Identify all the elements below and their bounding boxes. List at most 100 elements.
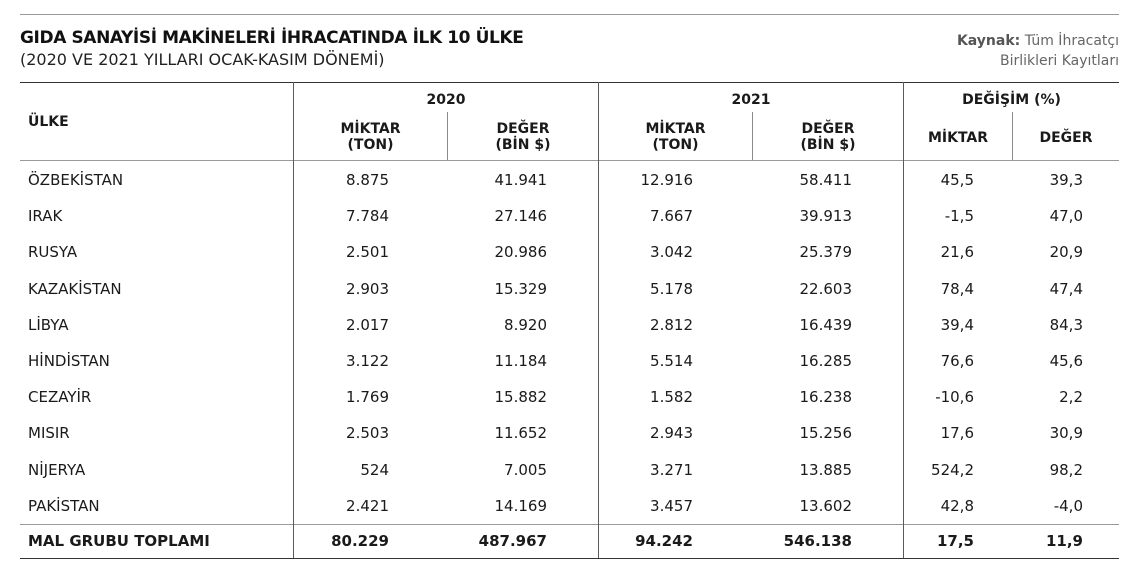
cell-qty-2021: 3.457	[650, 497, 693, 515]
page-title: GIDA SANAYİSİ MAKİNELERİ İHRACATINDA İLK…	[20, 28, 524, 48]
cell-qty-2021: 1.582	[650, 388, 693, 406]
col-sep-country	[293, 82, 294, 558]
cell-value-2020: 11.184	[494, 352, 548, 370]
cell-qty-2020: 3.122	[346, 352, 389, 370]
source-note: Kaynak: Tüm İhracatçı Birlikleri Kayıtla…	[957, 31, 1119, 71]
cell-qty-2020: 2.017	[346, 316, 389, 334]
cell-value-2020: 7.005	[504, 461, 547, 479]
cell-change-qty: -10,6	[935, 388, 974, 406]
header-val-2020-l2: (BİN $)	[495, 137, 551, 153]
cell-change-value: 20,9	[1049, 243, 1083, 261]
cell-change-qty: 45,5	[940, 171, 974, 189]
header-change-val: DEĞER	[1039, 130, 1093, 146]
cell-change-value: 84,3	[1049, 316, 1083, 334]
total-change-qty: 17,5	[936, 532, 974, 550]
cell-value-2020: 15.882	[494, 388, 548, 406]
header-2021: 2021	[731, 92, 771, 108]
cell-qty-2020: 1.769	[346, 388, 389, 406]
header-qty-2020-l2: (TON)	[347, 137, 394, 153]
page-subtitle: (2020 VE 2021 YILLARI OCAK-KASIM DÖNEMİ)	[20, 50, 385, 69]
cell-qty-2020: 524	[360, 461, 389, 479]
cell-value-2021: 58.411	[799, 171, 853, 189]
cell-qty-2020: 2.903	[346, 280, 389, 298]
header-val-2020-l1: DEĞER	[496, 121, 550, 137]
cell-country: NİJERYA	[28, 461, 86, 479]
cell-value-2021: 13.602	[799, 497, 853, 515]
cell-change-qty: 76,6	[940, 352, 974, 370]
cell-qty-2021: 5.178	[650, 280, 693, 298]
header-val-2021-l1: DEĞER	[801, 121, 855, 137]
cell-qty-2020: 2.421	[346, 497, 389, 515]
total-v2020: 487.967	[478, 532, 547, 550]
cell-value-2020: 15.329	[494, 280, 548, 298]
total-top-rule	[20, 524, 1119, 525]
cell-country: RUSYA	[28, 243, 78, 261]
source-line-1: Tüm İhracatçı	[1024, 33, 1119, 49]
header-change-qty: MİKTAR	[927, 130, 989, 146]
cell-qty-2021: 2.943	[650, 424, 693, 442]
cell-change-qty: 39,4	[940, 316, 974, 334]
header-qty-2021: MİKTAR (TON)	[599, 121, 752, 153]
cell-change-value: 45,6	[1049, 352, 1083, 370]
cell-value-2021: 25.379	[799, 243, 853, 261]
cell-change-qty: 78,4	[940, 280, 974, 298]
header-qty-2021-l2: (TON)	[652, 137, 699, 153]
col-sep-change	[1012, 112, 1013, 160]
cell-qty-2021: 2.812	[650, 316, 693, 334]
cell-change-qty: 17,6	[940, 424, 974, 442]
cell-country: MISIR	[28, 424, 70, 442]
cell-country: KAZAKİSTAN	[28, 280, 122, 298]
cell-change-qty: 42,8	[940, 497, 974, 515]
cell-change-value: 30,9	[1049, 424, 1083, 442]
cell-change-value: 2,2	[1059, 388, 1083, 406]
cell-change-value: 47,0	[1049, 207, 1083, 225]
cell-change-qty: 524,2	[931, 461, 974, 479]
cell-qty-2021: 5.514	[650, 352, 693, 370]
total-v2021: 546.138	[783, 532, 852, 550]
header-country: ÜLKE	[28, 114, 69, 130]
source-label: Kaynak:	[956, 33, 1021, 49]
col-sep-2021	[752, 112, 753, 160]
cell-country: PAKİSTAN	[28, 497, 100, 515]
header-change: DEĞİŞİM (%)	[962, 92, 1061, 108]
header-val-2020: DEĞER (BİN $)	[448, 121, 598, 153]
cell-value-2020: 27.146	[494, 207, 548, 225]
cell-qty-2021: 12.916	[640, 171, 694, 189]
header-val-2021-l2: (BİN $)	[800, 137, 856, 153]
header-qty-2020-l1: MİKTAR	[340, 121, 401, 137]
header-bottom-rule	[20, 160, 1119, 161]
col-sep-2020-2021	[598, 82, 599, 558]
cell-value-2020: 8.920	[504, 316, 547, 334]
cell-value-2020: 20.986	[494, 243, 548, 261]
cell-change-value: 98,2	[1049, 461, 1083, 479]
table-bottom-rule	[20, 558, 1119, 559]
cell-value-2021: 15.256	[799, 424, 853, 442]
table-top-rule	[20, 82, 1119, 83]
cell-country: HİNDİSTAN	[28, 352, 110, 370]
col-sep-2020	[447, 112, 448, 160]
cell-qty-2021: 3.042	[650, 243, 693, 261]
cell-qty-2020: 2.503	[346, 424, 389, 442]
total-q2020: 80.229	[331, 532, 389, 550]
source-line-2: Birlikleri Kayıtları	[999, 53, 1119, 69]
header-val-2021: DEĞER (BİN $)	[753, 121, 903, 153]
total-label: MAL GRUBU TOPLAMI	[28, 532, 210, 550]
total-change-val: 11,9	[1045, 532, 1083, 550]
header-2020: 2020	[426, 92, 466, 108]
header-qty-2021-l1: MİKTAR	[645, 121, 706, 137]
cell-country: ÖZBEKİSTAN	[28, 171, 124, 189]
cell-value-2021: 16.238	[799, 388, 853, 406]
cell-change-value: -4,0	[1053, 497, 1083, 515]
header-qty-2020: MİKTAR (TON)	[294, 121, 447, 153]
cell-value-2021: 16.285	[799, 352, 853, 370]
cell-value-2021: 16.439	[799, 316, 853, 334]
cell-qty-2020: 7.784	[346, 207, 389, 225]
cell-value-2020: 11.652	[494, 424, 548, 442]
top-rule	[20, 14, 1119, 15]
cell-change-value: 47,4	[1049, 280, 1083, 298]
cell-value-2020: 14.169	[494, 497, 548, 515]
cell-country: IRAK	[28, 207, 63, 225]
cell-change-qty: -1,5	[944, 207, 974, 225]
cell-value-2021: 39.913	[799, 207, 853, 225]
cell-value-2020: 41.941	[494, 171, 548, 189]
